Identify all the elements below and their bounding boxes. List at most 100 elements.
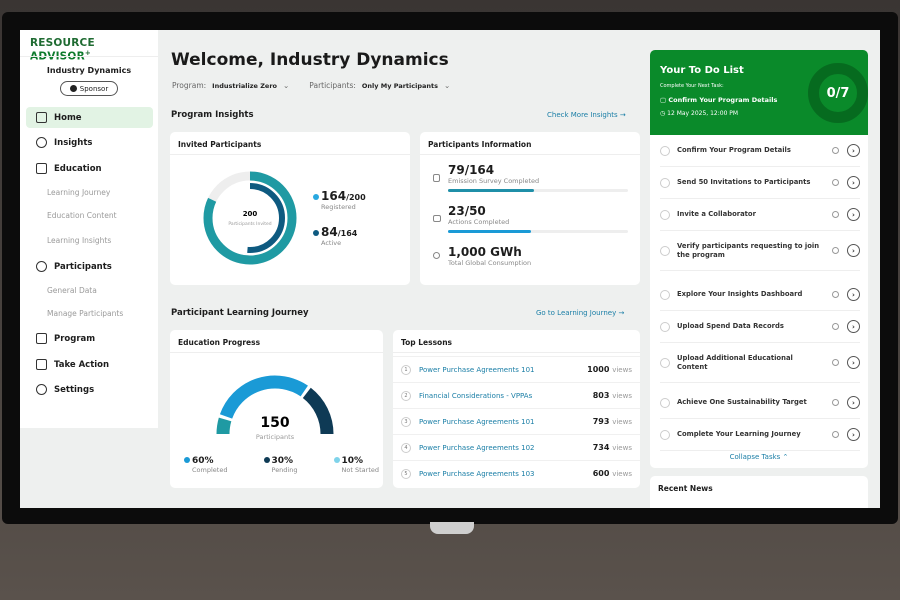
task-checkbox[interactable] <box>660 321 670 332</box>
sidebar-item-participants[interactable]: Participants <box>26 256 153 277</box>
help-icon[interactable] <box>832 291 839 298</box>
todo-task[interactable]: Achieve One Sustainability Target › <box>660 387 860 419</box>
label: Take Action <box>54 359 110 370</box>
donut-label: Participants Invited <box>228 221 271 227</box>
sidebar-item-take-action[interactable]: Take Action <box>26 354 153 375</box>
actions-stat: 23/50 Actions Completed <box>433 204 628 233</box>
task-checkbox[interactable] <box>660 357 670 368</box>
task-checkbox[interactable] <box>660 145 670 156</box>
sidebar-item-learning-journey[interactable]: Learning Journey <box>47 188 111 197</box>
todo-task[interactable]: Explore Your Insights Dashboard › <box>660 279 860 311</box>
sidebar-item-education[interactable]: Education <box>26 158 153 179</box>
participants-select[interactable]: Only My Participants <box>361 81 438 90</box>
task-label: Verify participants requesting to join t… <box>677 241 820 259</box>
help-icon[interactable] <box>832 147 839 154</box>
due-date: ◷ 12 May 2025, 12:00 PM <box>660 110 739 117</box>
lesson-row[interactable]: 2 Financial Considerations - VPPAs 803 vie… <box>393 382 640 408</box>
gauge-not-started <box>216 417 232 435</box>
lesson-row[interactable]: 3 Power Purchase Agreements 101 793 views <box>393 408 640 434</box>
collapse-tasks-button[interactable]: Collapse Tasks ⌃ <box>729 453 789 461</box>
todo-list: Confirm Your Program Details › Send 50 Inv… <box>650 135 868 468</box>
chevron-right-icon[interactable]: › <box>847 144 860 157</box>
chevron-right-icon[interactable]: › <box>847 356 860 369</box>
help-icon[interactable] <box>832 323 839 330</box>
help-icon[interactable] <box>832 431 839 438</box>
task-checkbox[interactable] <box>660 429 670 440</box>
logo[interactable]: RESOURCE ADVISOR+ <box>30 37 95 63</box>
todo-task[interactable]: Invite a Collaborator › <box>660 199 860 231</box>
lesson-row[interactable]: 4 Power Purchase Agreements 102 734 views <box>393 434 640 460</box>
lesson-title[interactable]: Power Purchase Agreements 101 <box>419 365 535 374</box>
chevron-down-icon[interactable]: ⌄ <box>443 81 451 90</box>
lesson-views: 1000 views <box>587 365 632 374</box>
emission-survey-stat: 79/164 Emission Survey Completed <box>433 163 628 192</box>
task-checkbox[interactable] <box>660 245 670 256</box>
progress-bar <box>448 189 628 192</box>
lesson-title[interactable]: Power Purchase Agreements 101 <box>419 417 535 426</box>
lesson-title[interactable]: Power Purchase Agreements 103 <box>419 469 535 478</box>
sidebar-item-learning-insights[interactable]: Learning Insights <box>47 236 112 245</box>
lightbulb-icon <box>433 252 440 259</box>
registered-stat: 164/200 Registered <box>313 189 366 211</box>
todo-task[interactable]: Upload Additional Educational Content › <box>660 343 860 383</box>
sidebar-item-insights[interactable]: Insights <box>26 132 153 153</box>
lesson-title[interactable]: Power Purchase Agreements 102 <box>419 443 535 452</box>
participants-info-card: Participants Information 79/164 Emission … <box>420 132 640 285</box>
gauge-value: 150 <box>260 415 289 431</box>
gear-icon <box>36 384 47 395</box>
gauge-completed <box>219 375 308 419</box>
todo-task[interactable]: Complete Your Learning Journey › <box>660 419 860 451</box>
participants-label: Participants: <box>309 81 356 90</box>
todo-task[interactable]: Verify participants requesting to join t… <box>660 231 860 271</box>
chevron-down-icon[interactable]: ⌄ <box>283 81 290 90</box>
sidebar-item-program[interactable]: Program <box>26 328 153 349</box>
education-gauge: 150 Participants <box>216 375 334 441</box>
todo-task[interactable]: Upload Spend Data Records › <box>660 311 860 343</box>
card-title: Top Lessons <box>393 330 640 353</box>
todo-title: Your To Do List <box>660 65 744 76</box>
help-icon[interactable] <box>832 247 839 254</box>
sidebar-item-manage-participants[interactable]: Manage Participants <box>47 309 124 318</box>
todo-task[interactable]: Confirm Your Program Details › <box>660 135 860 167</box>
sidebar-item-general-data[interactable]: General Data <box>47 286 97 295</box>
card-title: Education Progress <box>170 330 383 353</box>
card-title: Recent News <box>658 484 713 493</box>
go-to-learning-journey-link[interactable]: Go to Learning Journey → <box>536 309 625 317</box>
chevron-right-icon[interactable]: › <box>847 396 860 409</box>
program-label: Program: <box>172 81 207 90</box>
sidebar-item-home[interactable]: Home <box>26 107 153 128</box>
sidebar-item-education-content[interactable]: Education Content <box>47 211 117 220</box>
help-icon[interactable] <box>832 399 839 406</box>
chevron-right-icon[interactable]: › <box>847 320 860 333</box>
check-more-insights-link[interactable]: Check More Insights → <box>547 111 626 119</box>
task-checkbox[interactable] <box>660 397 670 408</box>
task-label: Invite a Collaborator <box>677 210 756 219</box>
task-checkbox[interactable] <box>660 209 670 220</box>
help-icon[interactable] <box>832 179 839 186</box>
lesson-title[interactable]: Financial Considerations - VPPAs <box>419 391 533 400</box>
task-checkbox[interactable] <box>660 289 670 300</box>
chevron-right-icon[interactable]: › <box>847 176 860 189</box>
help-icon[interactable] <box>832 211 839 218</box>
next-task-link[interactable]: ▢ Confirm Your Program Details <box>660 96 778 104</box>
task-checkbox[interactable] <box>660 177 670 188</box>
help-icon[interactable] <box>832 359 839 366</box>
next-task-label: Complete Your Next Task: <box>660 83 724 89</box>
lesson-row[interactable]: 5 Power Purchase Agreements 103 600 views <box>393 460 640 486</box>
active-stat: 84/164 Active <box>313 225 357 247</box>
chevron-right-icon[interactable]: › <box>847 208 860 221</box>
sidebar-item-settings[interactable]: Settings <box>26 379 153 400</box>
lesson-row[interactable]: 1 Power Purchase Agreements 101 1000 views <box>393 356 640 382</box>
chevron-right-icon[interactable]: › <box>847 428 860 441</box>
sponsor-icon <box>69 85 77 92</box>
lesson-rank: 2 <box>401 390 411 401</box>
chart-icon <box>36 137 47 148</box>
todo-task[interactable]: Send 50 Invitations to Participants › <box>660 167 860 199</box>
chevron-right-icon[interactable]: › <box>847 288 860 301</box>
program-select[interactable]: Industrialize Zero <box>212 81 277 90</box>
lesson-rank: 4 <box>401 442 411 453</box>
invited-donut: 200 Participants Invited <box>203 171 297 265</box>
sponsor-badge[interactable]: Sponsor <box>60 81 118 96</box>
chevron-right-icon[interactable]: › <box>847 244 860 257</box>
education-progress-card: Education Progress 150 Participants 60% C… <box>170 330 383 488</box>
